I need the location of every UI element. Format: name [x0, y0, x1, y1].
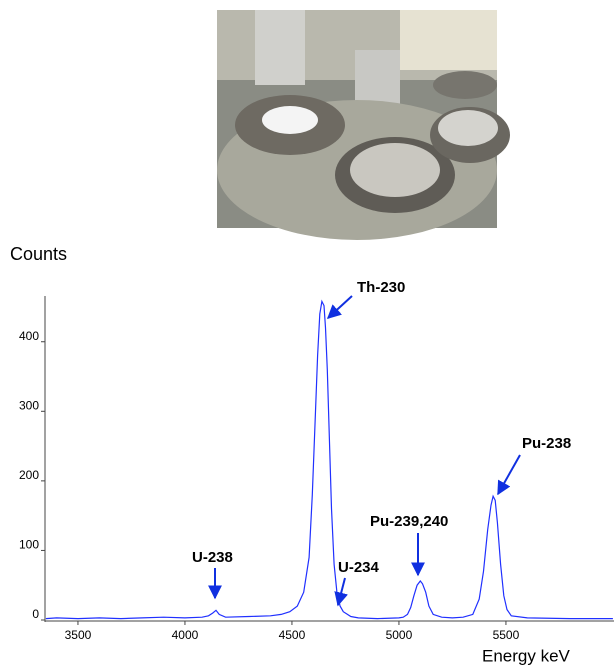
x-axis-title: Energy keV [482, 646, 571, 665]
y-tick-label: 200 [19, 468, 39, 482]
x-tick-label: 5000 [386, 628, 413, 642]
x-tick-label: 4500 [279, 628, 306, 642]
annotation: U-234 [338, 559, 380, 576]
photo [217, 10, 510, 240]
x-tick-label: 5500 [493, 628, 520, 642]
x-tick-label: 3500 [65, 628, 92, 642]
annotation-arrow [326, 295, 353, 319]
annotation: U-238 [192, 549, 233, 566]
y-tick-label: 400 [19, 329, 39, 343]
annotation: Pu-239,240 [370, 513, 448, 530]
annotation: Th-230 [357, 279, 405, 296]
y-tick-label: 300 [19, 398, 39, 412]
y-tick-label: 0 [32, 607, 39, 621]
annotation-arrow [497, 454, 521, 496]
y-axis-title: Counts [10, 244, 67, 264]
annotation: Pu-238 [522, 435, 571, 452]
spectrum-line [45, 299, 613, 620]
annotation-arrow [334, 577, 348, 607]
x-tick-label: 4000 [172, 628, 199, 642]
y-tick-label: 100 [19, 538, 39, 552]
